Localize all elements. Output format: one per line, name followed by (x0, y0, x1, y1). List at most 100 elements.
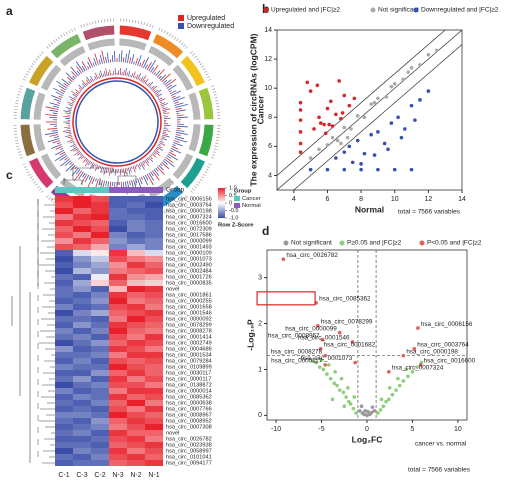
heatmap-cell (127, 430, 145, 436)
point (406, 70, 410, 74)
point (342, 93, 347, 98)
group-legend-title: Group (234, 189, 252, 195)
point (317, 147, 321, 152)
row-label: hsa_circ_0000109 (166, 250, 212, 256)
heatmap-cell (91, 238, 109, 244)
heatmap-cell (91, 442, 109, 448)
ring-tick (75, 89, 81, 94)
ring-tick (105, 68, 108, 77)
point (397, 383, 402, 388)
ring-tick (76, 169, 81, 175)
row-label: hsa_circ_0000117 (166, 376, 211, 382)
heatmap-cell (145, 406, 163, 412)
point (369, 410, 374, 415)
ring-tick (148, 81, 154, 88)
heatmap-cell (109, 196, 127, 202)
heatmap-cell (91, 214, 109, 220)
gray-band (172, 64, 194, 91)
ring-tick (162, 133, 168, 136)
fold-line (277, 30, 446, 176)
ring-tick (99, 70, 103, 78)
point (305, 80, 310, 85)
chromosome-band (198, 87, 214, 120)
point (298, 141, 303, 146)
heatmap-cell (145, 424, 163, 430)
row-label: hsa_circ_0001493 (166, 244, 212, 250)
point (389, 121, 394, 125)
ring-tick (146, 82, 151, 87)
ring-tick (84, 156, 86, 159)
note: total = 7566 variables (408, 467, 471, 474)
point (401, 353, 406, 358)
point (386, 147, 390, 152)
ring-tick (111, 168, 113, 174)
heatmap-cell (73, 202, 91, 208)
ring-tick (162, 134, 170, 138)
ring-tick (123, 168, 125, 177)
ring-tick (122, 181, 125, 188)
ring-tick (162, 107, 168, 110)
y-axis-label: -Log₁₀P (245, 319, 255, 351)
legend-swatch (178, 23, 184, 29)
ring-tick (94, 178, 99, 189)
ring-tick (82, 157, 88, 163)
note: total = 7566 variables (398, 209, 461, 216)
heatmap-cell (55, 418, 73, 424)
ring-tick (98, 76, 100, 79)
heatmap-cell (145, 298, 163, 304)
ring-tick (60, 158, 70, 167)
ring-tick (150, 171, 154, 177)
point (387, 397, 391, 402)
point-label: hsa_circ_0008278 (271, 348, 323, 355)
heatmap-cell (127, 454, 145, 460)
ring-tick (171, 146, 179, 150)
legend-label: P<0.05 and |FC|≥2 (427, 240, 482, 247)
colorbar-tick-label: 0.5 (229, 193, 237, 199)
row-label: hsa_circ_0001726 (166, 274, 212, 280)
heatmap-cell (145, 226, 163, 232)
ring-tick (135, 58, 139, 66)
heatmap-cell (109, 238, 127, 244)
heatmap-cell (73, 274, 91, 280)
ring-tick (70, 146, 78, 152)
ring-tick (81, 155, 85, 160)
ring-tick (134, 76, 136, 79)
heatmap-cell (55, 430, 73, 436)
ring-tick (73, 96, 77, 99)
heatmap-cell (145, 352, 163, 358)
ring-tick (76, 65, 83, 74)
y-tick-label: 0 (258, 412, 262, 419)
outer-tick-band (13, 85, 24, 120)
ring-tick (161, 106, 165, 108)
ring-tick (65, 112, 71, 115)
heatmap-cell (109, 412, 127, 418)
point-label: hsa_circ_0008967 (268, 332, 320, 339)
heatmap-cell (145, 418, 163, 424)
ring-tick (63, 82, 69, 88)
heatmap-cell (73, 286, 91, 292)
ring-tick (154, 149, 160, 154)
gray-band (188, 124, 201, 152)
ring-tick (107, 168, 110, 172)
ring-tick (137, 178, 142, 189)
ring-tick (49, 134, 59, 137)
ring-tick (95, 178, 97, 182)
ring-tick (165, 78, 177, 88)
heatmap-cell (55, 316, 73, 322)
point (316, 324, 320, 328)
ring-tick (87, 176, 93, 188)
ring-tick (80, 153, 83, 156)
legend-marker (413, 7, 419, 13)
point (347, 399, 351, 404)
ring-tick (148, 156, 154, 163)
legend-marker (263, 7, 269, 13)
point (396, 115, 400, 120)
heatmap-cell (127, 316, 145, 322)
point (344, 395, 348, 399)
heatmap-cell (73, 394, 91, 400)
ring-tick (144, 64, 148, 70)
heatmap-cell (91, 274, 109, 280)
heatmap-cell (145, 448, 163, 454)
gray-band (87, 38, 115, 51)
heatmap-cell (109, 304, 127, 310)
